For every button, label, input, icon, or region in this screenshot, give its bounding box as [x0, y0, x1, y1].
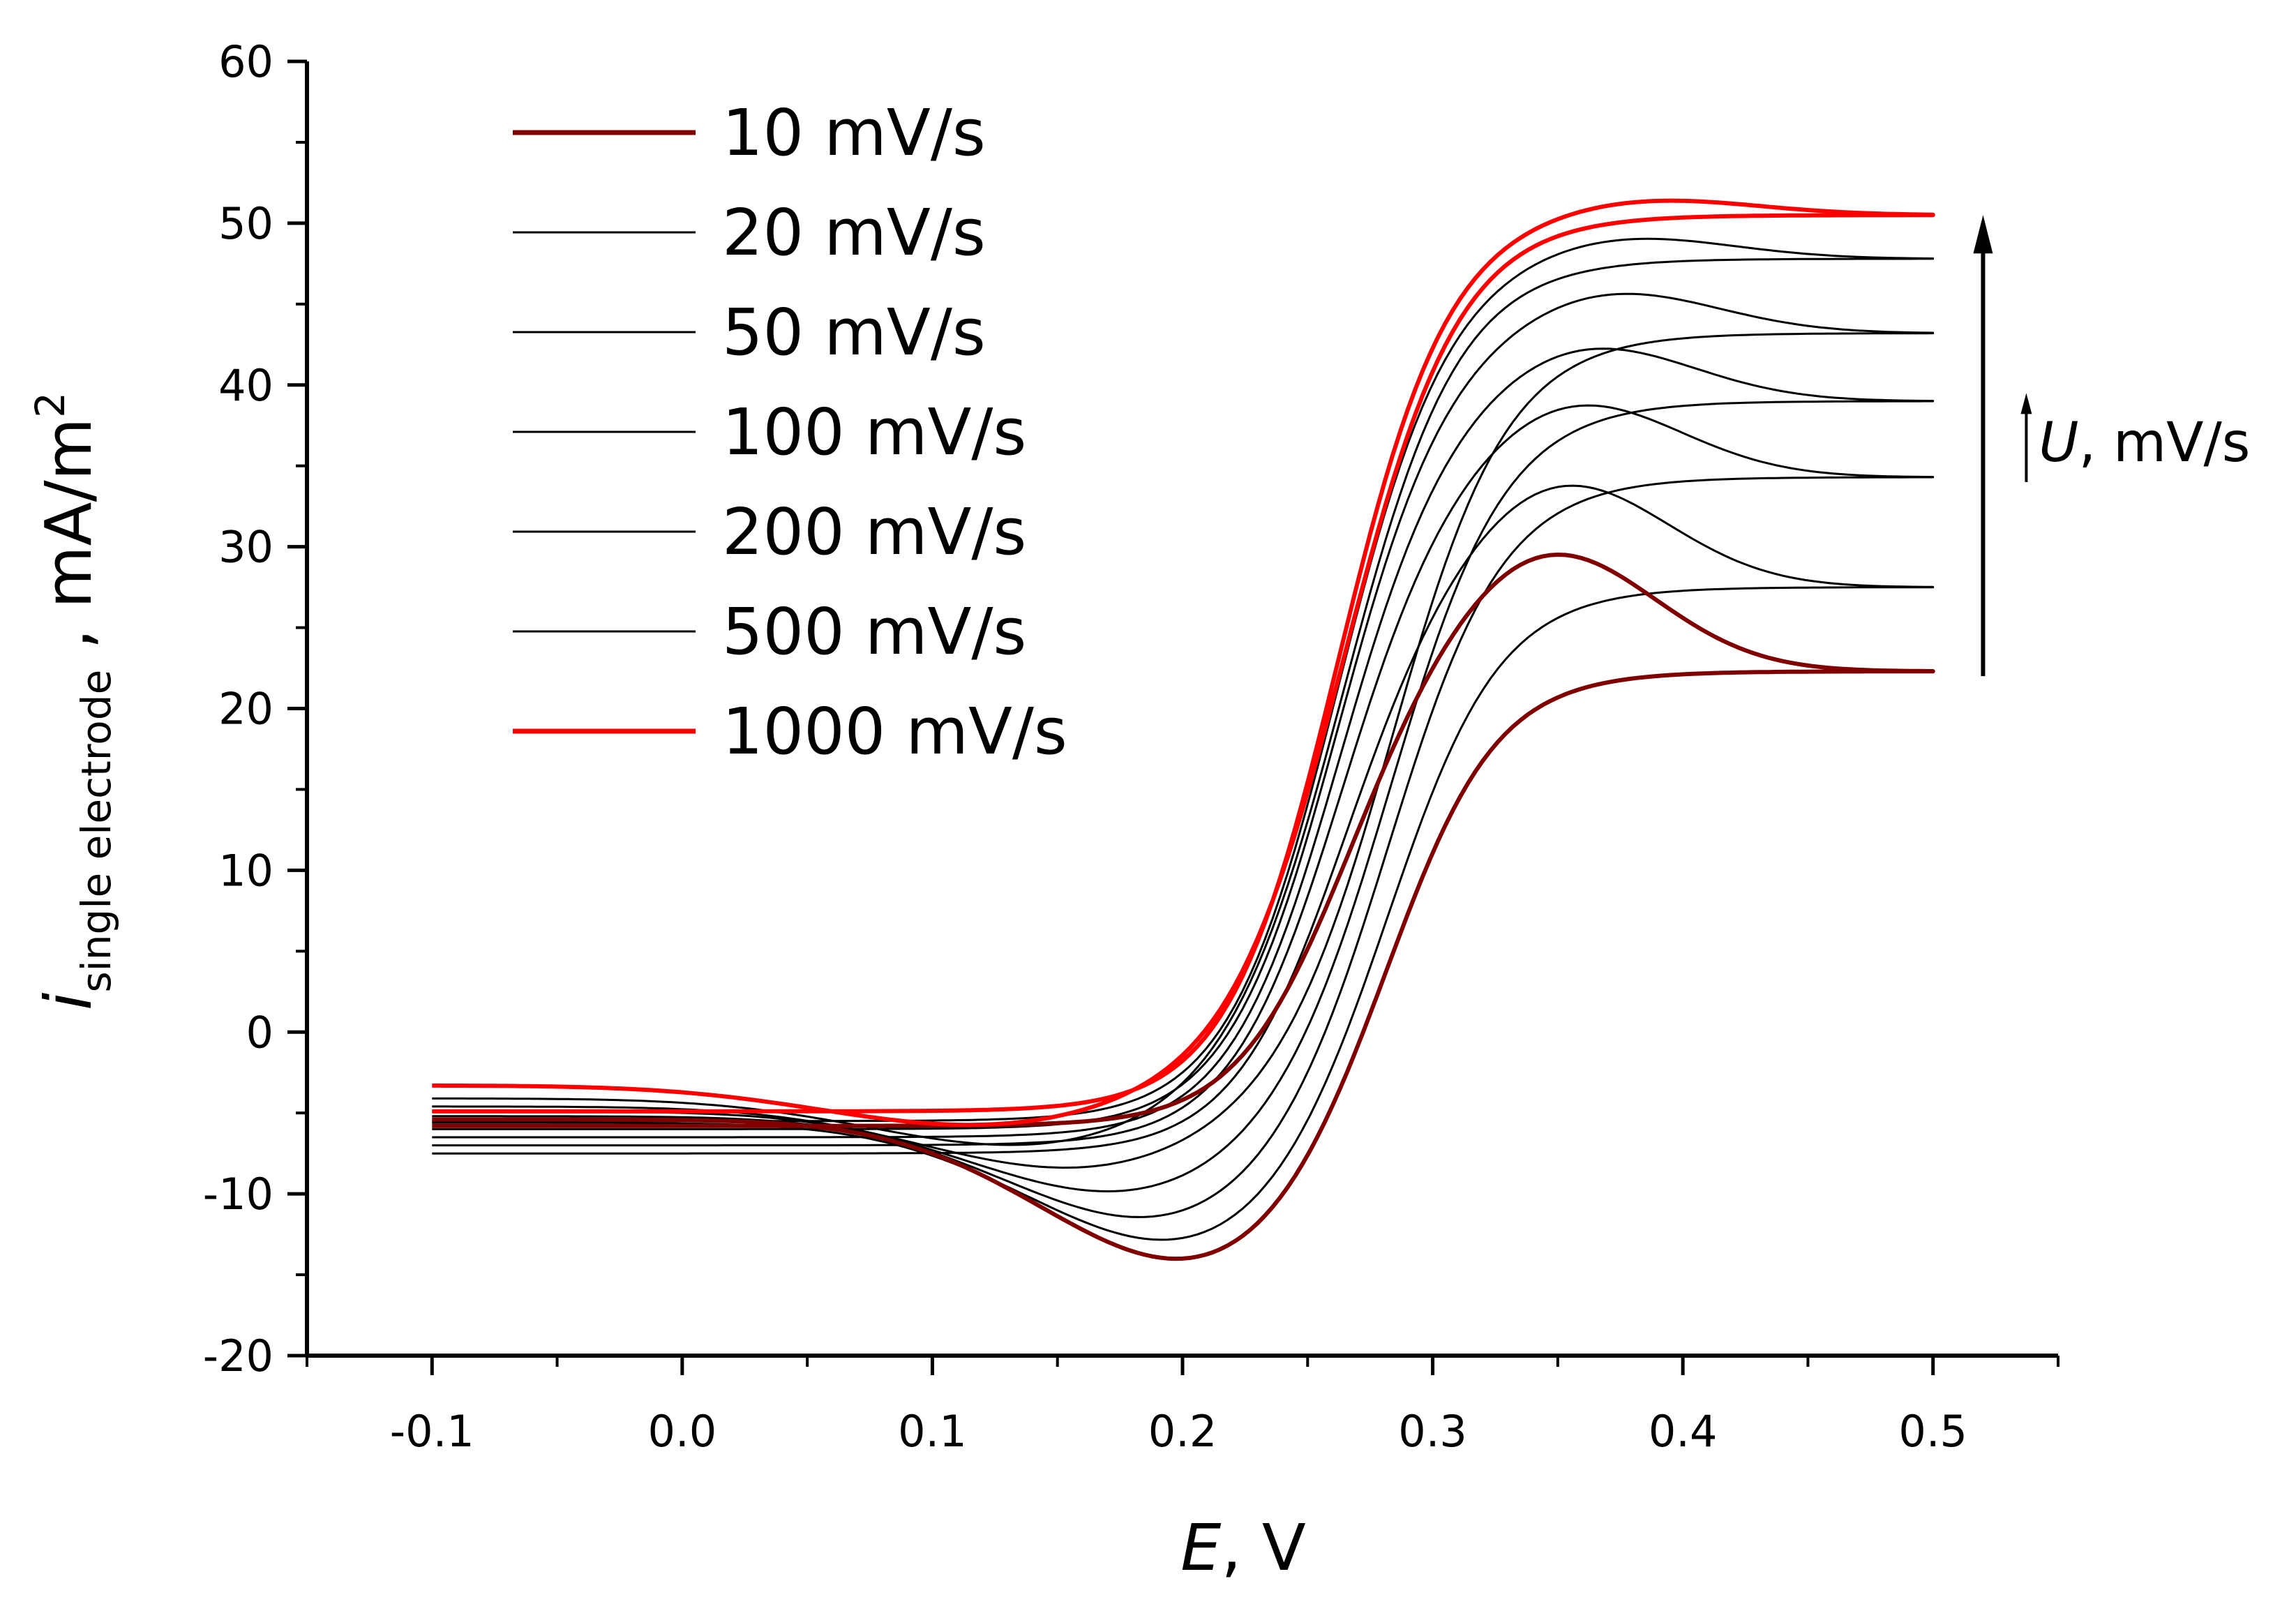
y-tick-label: 10: [218, 845, 273, 896]
x-axis-unit: , V: [1221, 1511, 1305, 1585]
x-tick-label: 0.0: [648, 1406, 717, 1457]
y-tick-label: -10: [203, 1169, 273, 1220]
series-line-200-mv-s: [432, 292, 1935, 1169]
legend-label: 1000 mV/s: [722, 694, 1067, 769]
x-tick-label: 0.1: [898, 1406, 967, 1457]
y-tick-label: 20: [218, 684, 273, 735]
x-tick-label: 0.2: [1148, 1406, 1217, 1457]
series-line-500-mv-s: [432, 237, 1935, 1146]
x-axis-symbol: E: [1180, 1511, 1221, 1585]
y-axis-unit: , mA/m: [31, 418, 106, 670]
x-tick-label: 0.5: [1898, 1406, 1967, 1457]
y-tick-label: -20: [203, 1331, 273, 1381]
x-tick-label: 0.4: [1649, 1406, 1718, 1457]
legend-label: 50 mV/s: [722, 295, 986, 370]
y-tick-label: 60: [218, 36, 273, 87]
scan-rate-unit: , mV/s: [2079, 412, 2251, 474]
y-axis-title: isingle electrode , mA/m2: [27, 392, 120, 1010]
ticks: -20 -10 0 10 20 30 40 50 60 -0.1 0.0 0.1 0.2 0.3 0.4 0.…: [203, 36, 2059, 1457]
legend-label: 100 mV/s: [722, 395, 1026, 470]
legend-label: 500 mV/s: [722, 594, 1026, 669]
x-tick-label: -0.1: [390, 1406, 474, 1457]
y-axis-symbol: i: [31, 992, 106, 1010]
x-tick-label: 0.3: [1398, 1406, 1467, 1457]
legend-label: 200 mV/s: [722, 495, 1026, 569]
legend: 10 mV/s 20 mV/s 50 mV/s 100 mV/s 200 mV/s 500…: [513, 96, 1067, 769]
y-tick-label: 50: [218, 198, 273, 249]
scan-rate-symbol: U: [2039, 412, 2078, 474]
legend-label: 20 mV/s: [722, 195, 986, 270]
y-tick-label: 30: [218, 522, 273, 573]
curves: [432, 198, 1935, 1261]
scan-rate-arrowhead: [1973, 215, 1993, 254]
scan-rate-label: U, mV/s: [2039, 412, 2250, 474]
series-line-100-mv-s: [432, 347, 1935, 1192]
x-axis-title: E, V: [1180, 1511, 1306, 1585]
y-axis-subscript: single electrode: [73, 670, 120, 993]
y-tick-label: 40: [218, 360, 273, 411]
axes: [305, 61, 2058, 1358]
legend-label: 10 mV/s: [722, 96, 986, 170]
scan-rate-small-arrowhead: [2020, 393, 2032, 414]
y-axis-superscript: 2: [27, 392, 74, 418]
y-tick-label: 0: [246, 1007, 273, 1058]
series-line-1000-mv-s: [432, 198, 1935, 1127]
scan-rate-annotation: U, mV/s: [1973, 215, 2250, 677]
